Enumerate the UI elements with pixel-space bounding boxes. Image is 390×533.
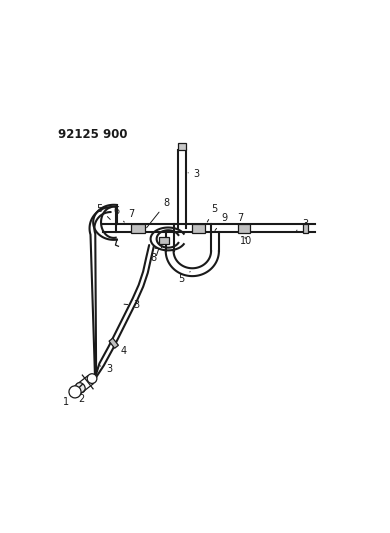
Text: 5: 5 [179, 272, 190, 284]
Text: 7: 7 [128, 209, 138, 225]
Text: 7: 7 [238, 213, 245, 230]
Text: 1: 1 [63, 397, 69, 407]
Text: 10: 10 [240, 236, 252, 246]
Text: 6: 6 [114, 206, 124, 222]
Text: 2: 2 [75, 393, 85, 403]
Text: 9: 9 [215, 213, 227, 230]
Text: 7: 7 [153, 240, 165, 257]
Text: 3: 3 [188, 169, 200, 179]
Ellipse shape [76, 383, 85, 393]
Text: 4: 4 [114, 345, 127, 356]
Bar [177, 143, 186, 150]
Text: 8: 8 [147, 198, 170, 228]
Bar [238, 224, 250, 232]
Text: 8: 8 [151, 246, 163, 263]
Bar [160, 237, 169, 244]
Bar [109, 338, 119, 348]
Ellipse shape [87, 374, 97, 383]
Text: 3: 3 [100, 364, 112, 374]
Text: 5: 5 [207, 204, 218, 222]
Text: 5: 5 [96, 204, 110, 220]
Ellipse shape [69, 386, 81, 398]
Text: 3: 3 [297, 219, 308, 230]
Text: 92125 900: 92125 900 [58, 128, 127, 141]
Text: 3: 3 [124, 301, 140, 310]
Bar [303, 224, 308, 232]
Bar [131, 224, 145, 233]
Bar [191, 224, 205, 233]
